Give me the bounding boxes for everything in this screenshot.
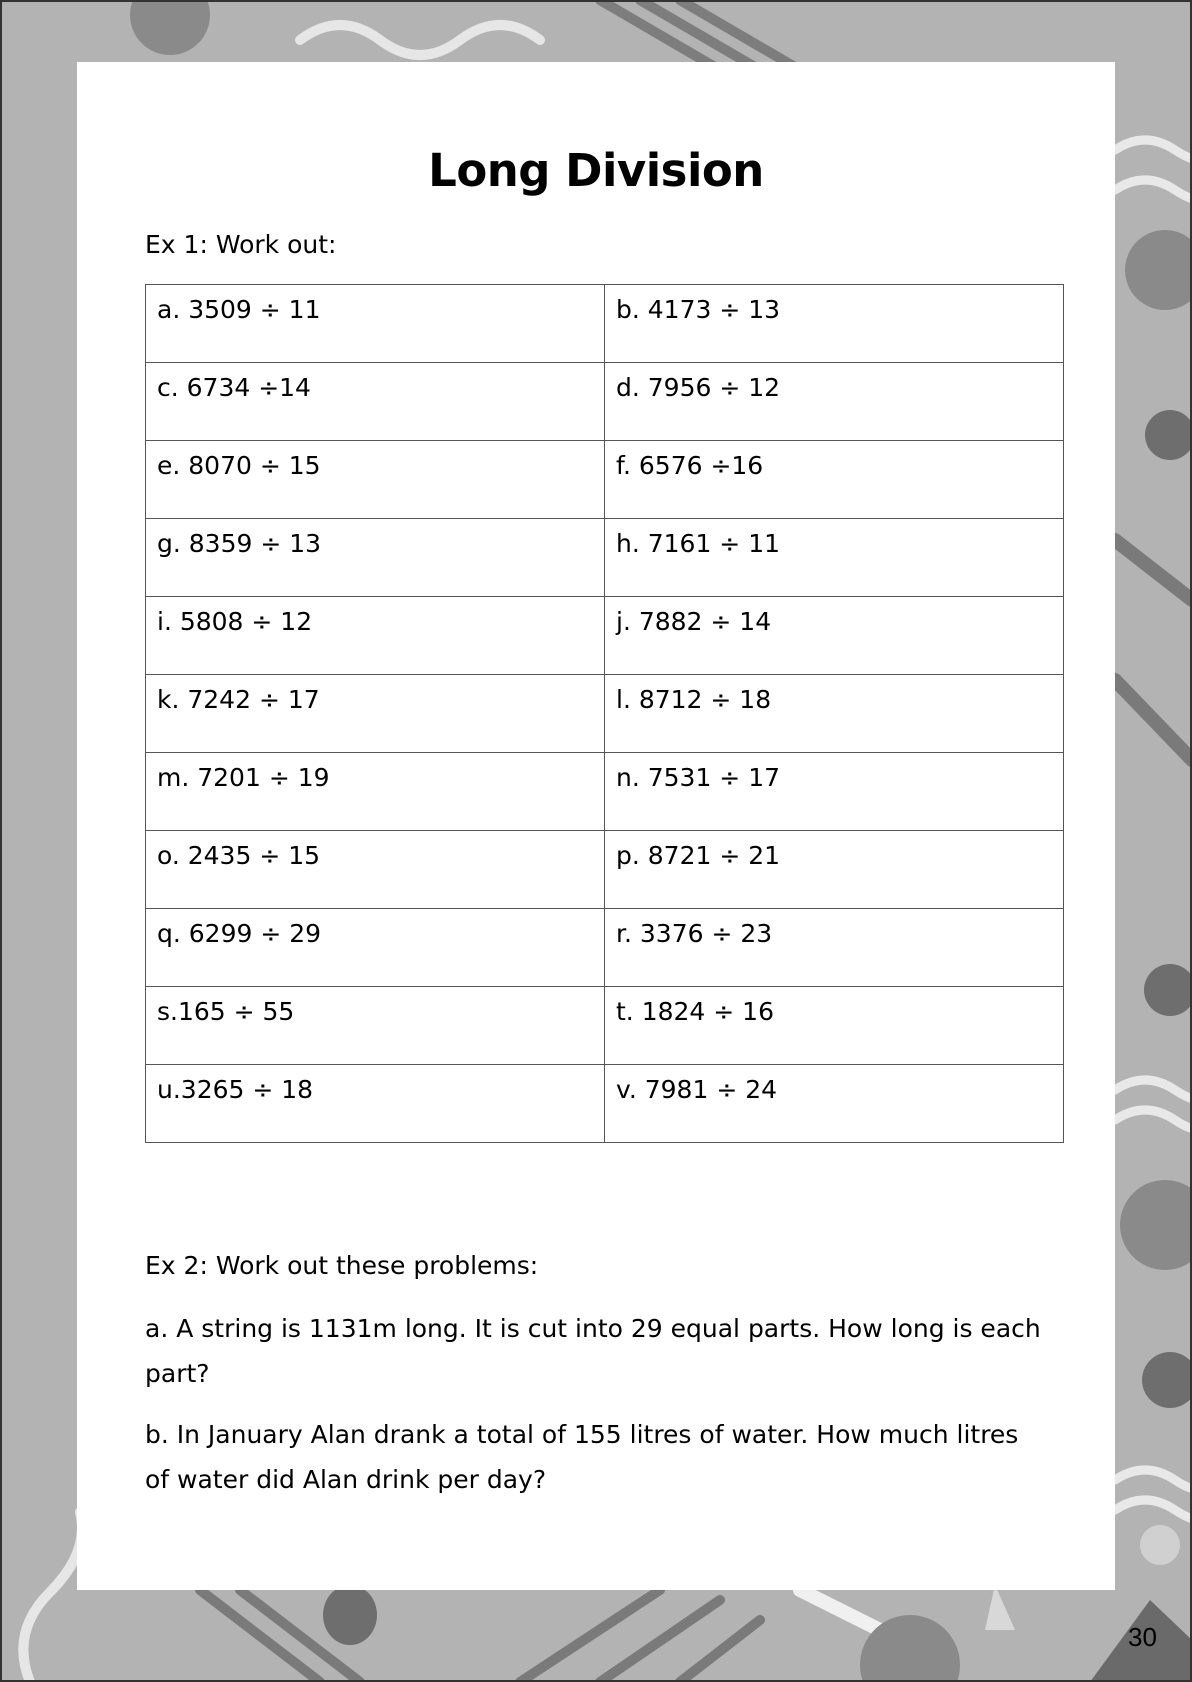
division-problem-cell: k. 7242 ÷ 17	[145, 674, 605, 753]
division-problem-cell: b. 4173 ÷ 13	[604, 284, 1064, 363]
division-problem-cell: v. 7981 ÷ 24	[604, 1064, 1064, 1143]
table-row: e. 8070 ÷ 15 f. 6576 ÷16	[145, 440, 1064, 519]
division-problem-cell: r. 3376 ÷ 23	[604, 908, 1064, 987]
division-problem-cell: g. 8359 ÷ 13	[145, 518, 605, 597]
table-row: u.3265 ÷ 18 v. 7981 ÷ 24	[145, 1064, 1064, 1143]
division-problem-cell: d. 7956 ÷ 12	[604, 362, 1064, 441]
table-row: s.165 ÷ 55 t. 1824 ÷ 16	[145, 986, 1064, 1065]
table-row: i. 5808 ÷ 12 j. 7882 ÷ 14	[145, 596, 1064, 675]
division-problem-cell: e. 8070 ÷ 15	[145, 440, 605, 519]
table-row: m. 7201 ÷ 19 n. 7531 ÷ 17	[145, 752, 1064, 831]
exercise-1-heading: Ex 1: Work out:	[145, 230, 337, 259]
division-problem-cell: f. 6576 ÷16	[604, 440, 1064, 519]
table-row: q. 6299 ÷ 29 r. 3376 ÷ 23	[145, 908, 1064, 987]
division-problem-cell: o. 2435 ÷ 15	[145, 830, 605, 909]
exercise-2-heading: Ex 2: Work out these problems:	[145, 1251, 539, 1280]
division-problem-cell: p. 8721 ÷ 21	[604, 830, 1064, 909]
division-problem-cell: s.165 ÷ 55	[145, 986, 605, 1065]
division-problem-cell: m. 7201 ÷ 19	[145, 752, 605, 831]
division-problem-cell: t. 1824 ÷ 16	[604, 986, 1064, 1065]
division-problem-cell: a. 3509 ÷ 11	[145, 284, 605, 363]
word-problem-a: a. A string is 1131m long. It is cut int…	[145, 1314, 1041, 1388]
division-problem-cell: n. 7531 ÷ 17	[604, 752, 1064, 831]
division-problem-cell: q. 6299 ÷ 29	[145, 908, 605, 987]
table-row: k. 7242 ÷ 17 l. 8712 ÷ 18	[145, 674, 1064, 753]
page-number: 30	[1128, 1622, 1157, 1652]
table-row: o. 2435 ÷ 15 p. 8721 ÷ 21	[145, 830, 1064, 909]
table-row: a. 3509 ÷ 11 b. 4173 ÷ 13	[145, 284, 1064, 363]
division-problem-cell: h. 7161 ÷ 11	[604, 518, 1064, 597]
word-problem-b: b. In January Alan drank a total of 155 …	[145, 1420, 1019, 1494]
page-title: Long Division	[428, 144, 764, 197]
division-problem-cell: l. 8712 ÷ 18	[604, 674, 1064, 753]
table-row: c. 6734 ÷14 d. 7956 ÷ 12	[145, 362, 1064, 441]
division-problem-cell: i. 5808 ÷ 12	[145, 596, 605, 675]
division-problem-cell: u.3265 ÷ 18	[145, 1064, 605, 1143]
table-row: g. 8359 ÷ 13 h. 7161 ÷ 11	[145, 518, 1064, 597]
division-problem-cell: j. 7882 ÷ 14	[604, 596, 1064, 675]
division-problem-cell: c. 6734 ÷14	[145, 362, 605, 441]
exercise-1-table: a. 3509 ÷ 11 b. 4173 ÷ 13 c. 6734 ÷14 d. 79…	[145, 284, 1064, 1143]
